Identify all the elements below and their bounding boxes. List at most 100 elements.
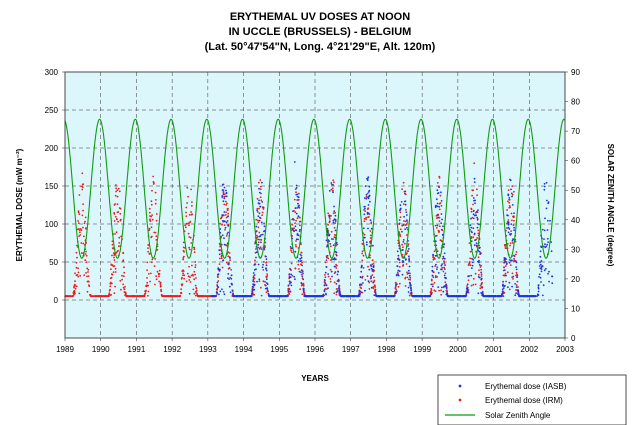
- data-point: [297, 199, 300, 201]
- data-point: [510, 230, 512, 233]
- data-point: [290, 281, 292, 284]
- x-tick-label: 1997: [342, 345, 360, 354]
- data-point: [296, 207, 299, 209]
- data-point: [265, 291, 268, 294]
- data-point: [147, 273, 150, 275]
- data-point: [506, 227, 508, 229]
- y-tick-label: 100: [45, 220, 59, 229]
- data-point: [475, 214, 477, 217]
- data-point: [466, 285, 468, 287]
- data-point: [365, 218, 367, 221]
- data-point: [330, 215, 332, 217]
- data-point: [367, 280, 370, 283]
- data-point: [293, 161, 296, 163]
- data-point: [370, 275, 372, 278]
- data-point: [331, 275, 333, 278]
- y2-tick-label: 30: [571, 245, 580, 254]
- data-point: [474, 239, 476, 242]
- data-point: [338, 289, 341, 291]
- data-point: [362, 267, 365, 269]
- data-point: [218, 249, 221, 252]
- data-point: [443, 252, 446, 255]
- data-point: [102, 295, 105, 298]
- data-point: [445, 277, 447, 280]
- data-point: [372, 263, 375, 265]
- data-point: [151, 218, 154, 221]
- data-point: [407, 250, 410, 253]
- data-point: [367, 265, 369, 268]
- data-point: [508, 228, 511, 230]
- data-point: [346, 295, 348, 298]
- data-point: [276, 295, 279, 298]
- data-point: [227, 225, 230, 227]
- data-point: [469, 250, 472, 253]
- data-point: [361, 252, 364, 255]
- data-point: [117, 220, 119, 223]
- data-point: [146, 277, 148, 279]
- data-point: [261, 233, 264, 236]
- data-point: [480, 283, 483, 285]
- data-point: [404, 192, 406, 195]
- data-point: [336, 273, 339, 276]
- data-point: [468, 242, 471, 245]
- data-point: [182, 241, 185, 244]
- data-point: [434, 276, 437, 279]
- data-point: [302, 289, 305, 292]
- data-point: [114, 194, 117, 197]
- data-point: [290, 273, 293, 276]
- data-point: [260, 199, 263, 202]
- data-point: [256, 219, 259, 222]
- data-point: [256, 209, 258, 212]
- data-point: [514, 294, 517, 297]
- data-point: [146, 281, 149, 284]
- data-point: [337, 288, 339, 290]
- data-point: [253, 283, 256, 286]
- data-point: [85, 261, 88, 264]
- data-point: [361, 276, 364, 279]
- data-point: [371, 259, 374, 262]
- data-point: [470, 236, 473, 238]
- data-point: [146, 261, 149, 264]
- data-point: [81, 186, 84, 189]
- data-point: [511, 219, 513, 222]
- data-point: [506, 243, 509, 245]
- data-point: [505, 262, 508, 265]
- data-point: [111, 243, 114, 246]
- data-point: [368, 268, 371, 271]
- data-point: [470, 217, 472, 220]
- data-point: [251, 289, 254, 292]
- data-point: [513, 212, 515, 215]
- data-point: [71, 295, 73, 298]
- data-point: [404, 276, 407, 279]
- data-point: [84, 253, 87, 255]
- data-point: [478, 259, 480, 262]
- data-point: [479, 266, 482, 268]
- data-point: [85, 250, 87, 253]
- data-point: [154, 283, 156, 286]
- data-point: [431, 274, 434, 277]
- data-point: [398, 259, 401, 261]
- data-point: [290, 284, 293, 287]
- data-point: [301, 293, 304, 296]
- data-point: [190, 188, 193, 191]
- data-point: [530, 295, 533, 298]
- data-point: [468, 275, 470, 277]
- data-point: [295, 212, 298, 215]
- data-point: [448, 295, 450, 298]
- data-point: [442, 270, 445, 273]
- data-point: [431, 283, 434, 286]
- data-point: [403, 215, 405, 218]
- data-point: [262, 280, 265, 283]
- data-point: [122, 286, 125, 289]
- data-point: [363, 220, 366, 223]
- data-point: [480, 278, 483, 281]
- data-point: [438, 186, 440, 189]
- data-point: [218, 263, 221, 265]
- data-point: [506, 209, 508, 211]
- data-point: [507, 226, 510, 229]
- data-point: [85, 227, 87, 230]
- data-point: [394, 285, 397, 288]
- data-point: [537, 287, 540, 290]
- data-point: [263, 230, 265, 233]
- data-point: [286, 295, 289, 297]
